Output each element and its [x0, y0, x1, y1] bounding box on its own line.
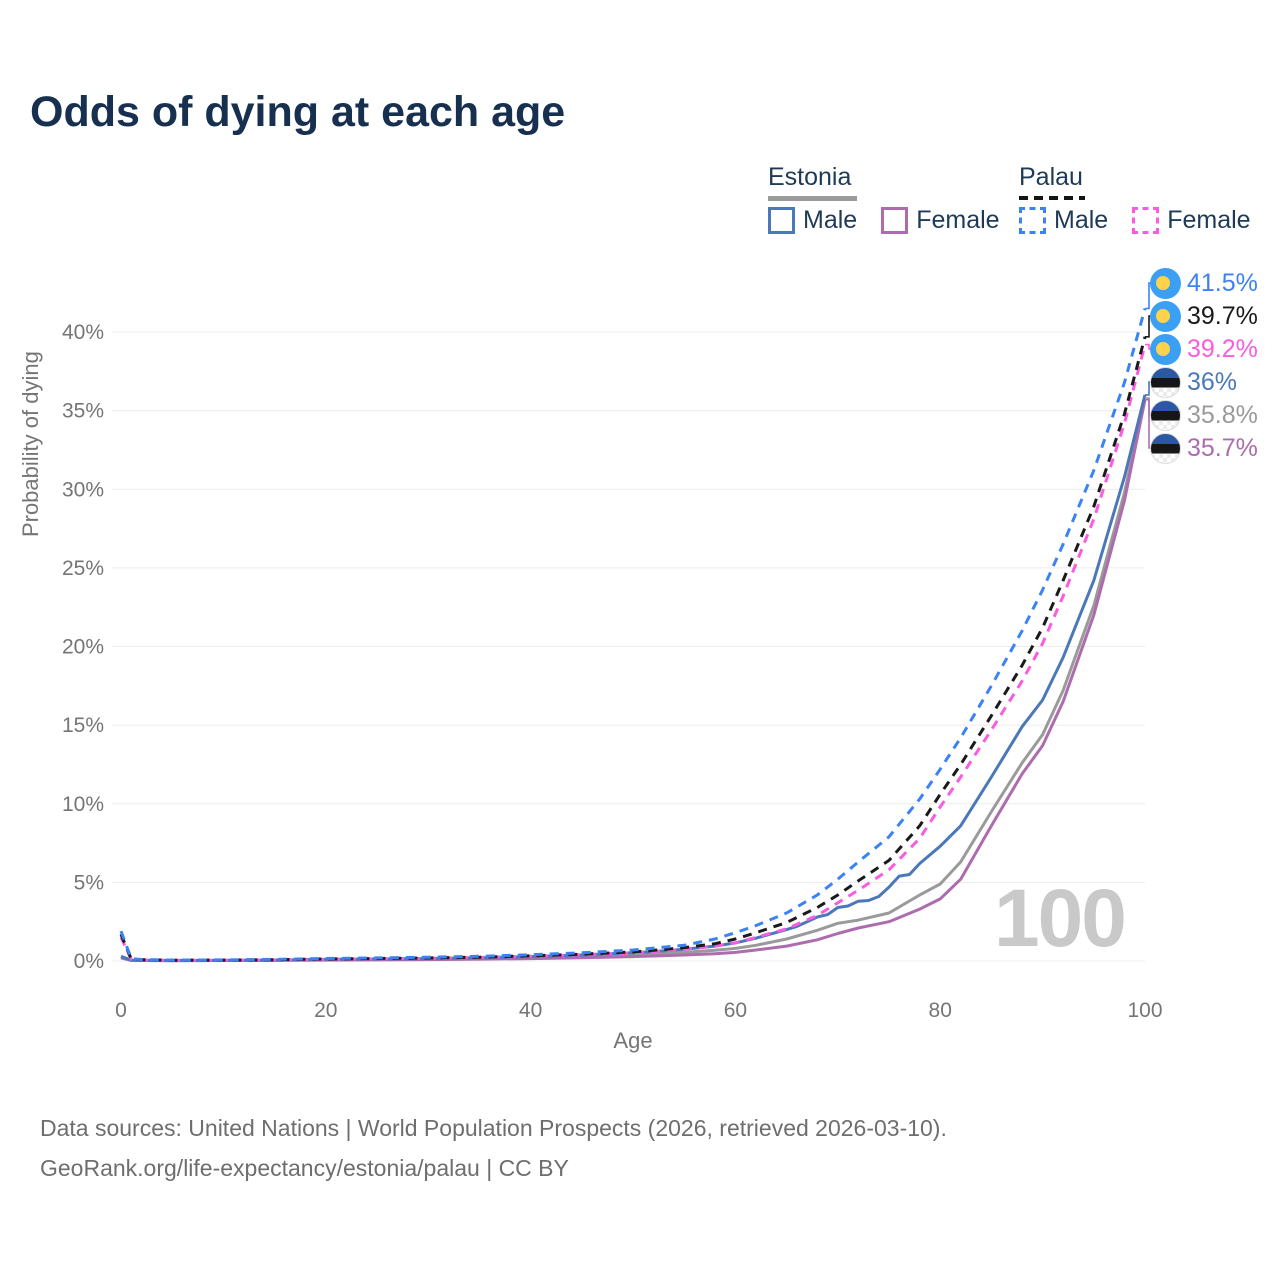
legend-label-female: Female [1167, 206, 1251, 234]
legend-palau-male[interactable]: Male [1019, 206, 1108, 235]
estonia-female-swatch-icon [881, 207, 909, 234]
palau-flag-icon [1150, 301, 1181, 332]
series-line-est_all[interactable] [120, 397, 1147, 962]
series-line-est_male[interactable] [120, 394, 1147, 962]
y-tick-label: 0% [74, 950, 104, 973]
x-tick-label: 0 [115, 999, 127, 1022]
x-tick-label: 40 [519, 999, 542, 1022]
end-label-value: 39.2% [1187, 335, 1258, 363]
end-label-est_all[interactable]: 35.8% [1150, 400, 1258, 431]
palau-flag-icon [1150, 268, 1181, 299]
y-tick-label: 25% [62, 557, 104, 580]
palau-female-swatch-icon [1132, 207, 1160, 234]
end-label-est_female[interactable]: 35.7% [1150, 433, 1258, 464]
estonia-flag-icon [1150, 367, 1181, 398]
source-line-2: GeoRank.org/life-expectancy/estonia/pala… [40, 1155, 569, 1181]
palau-male-swatch-icon [1019, 207, 1046, 234]
y-tick-label: 20% [62, 636, 104, 659]
hover-age-watermark: 100 [994, 873, 1127, 964]
end-label-value: 39.7% [1187, 302, 1258, 330]
estonia-male-swatch-icon [768, 207, 795, 234]
source-note: Data sources: United Nations | World Pop… [40, 1108, 947, 1188]
series-line-est_female[interactable] [120, 399, 1147, 963]
y-tick-label: 30% [62, 478, 104, 501]
legend-label-male: Male [1054, 206, 1109, 234]
legend-palau-female[interactable]: Female [1132, 206, 1251, 235]
series-line-palau_female[interactable] [119, 344, 1147, 962]
estonia-flag-icon [1150, 400, 1181, 431]
end-label-value: 35.7% [1187, 434, 1258, 462]
legend-group-palau: Palau Male Female [1019, 163, 1251, 235]
legend-estonia-female[interactable]: Female [881, 206, 1000, 235]
legend-country-estonia[interactable]: Estonia [768, 163, 858, 201]
legend-group-estonia: Estonia Male Female [768, 163, 1000, 235]
y-tick-label: 10% [62, 793, 104, 816]
page-title: Odds of dying at each age [30, 88, 566, 136]
end-label-value: 36% [1187, 368, 1238, 396]
legend-country-palau[interactable]: Palau [1019, 163, 1085, 201]
end-label-value: 41.5% [1187, 269, 1258, 297]
x-tick-label: 80 [929, 999, 952, 1022]
end-label-palau_male[interactable]: 41.5% [1150, 268, 1258, 299]
y-tick-label: 35% [62, 400, 104, 423]
end-label-palau_all[interactable]: 39.7% [1150, 301, 1258, 332]
source-line-1: Data sources: United Nations | World Pop… [40, 1115, 947, 1141]
x-axis-title: Age [613, 1028, 653, 1053]
palau-flag-icon [1150, 334, 1181, 365]
y-tick-label: 40% [62, 321, 104, 344]
end-label-est_male[interactable]: 36% [1150, 367, 1237, 398]
x-tick-label: 100 [1127, 999, 1162, 1022]
series-line-palau_all[interactable] [119, 336, 1147, 962]
end-label-value: 35.8% [1187, 401, 1258, 429]
y-axis-title: Probability of dying [18, 351, 43, 538]
estonia-flag-icon [1150, 433, 1181, 464]
y-tick-label: 15% [62, 714, 104, 737]
series-line-palau_male[interactable] [119, 308, 1147, 962]
end-label-palau_female[interactable]: 39.2% [1150, 334, 1258, 365]
x-tick-label: 20 [314, 999, 337, 1022]
legend-label-male: Male [803, 206, 858, 234]
legend-label-female: Female [916, 206, 1000, 234]
y-tick-label: 5% [74, 871, 104, 894]
legend-estonia-male[interactable]: Male [768, 206, 857, 235]
x-tick-label: 60 [724, 999, 747, 1022]
